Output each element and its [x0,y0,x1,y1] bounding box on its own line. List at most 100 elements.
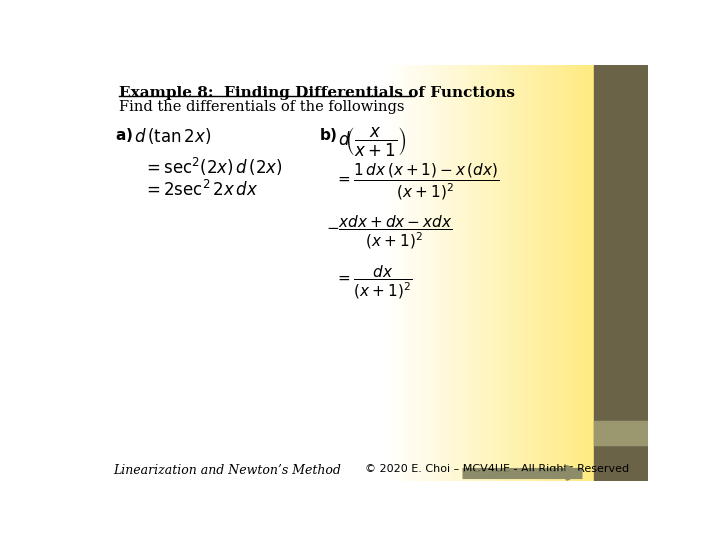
Bar [472,65,474,481]
Bar [554,65,556,481]
Bar [567,65,568,481]
Bar [514,65,516,481]
Bar [462,65,463,481]
Bar [510,65,512,481]
Bar [405,65,407,481]
Bar [536,65,537,481]
Bar [478,65,479,481]
Bar [534,65,536,481]
Bar [422,65,423,481]
Bar [559,65,560,481]
Bar [439,65,440,481]
Bar [549,65,550,481]
Bar [583,65,585,481]
Bar [398,65,400,481]
Bar [417,65,418,481]
Bar [557,65,558,481]
Bar [431,65,432,481]
Bar [469,65,470,481]
Bar [446,65,447,481]
Bar [418,65,419,481]
Bar [551,65,552,481]
Bar [536,65,538,481]
Bar [506,65,507,481]
Bar [458,65,459,481]
Bar [448,65,449,481]
Bar [524,65,525,481]
Bar [411,65,412,481]
Bar [532,65,534,481]
Bar [419,65,420,481]
Bar [577,65,578,481]
Bar [449,65,450,481]
Bar [446,65,448,481]
Bar [433,65,434,481]
Bar [527,65,528,481]
Bar [594,421,648,445]
Bar [552,65,553,481]
Bar [410,65,411,481]
Bar [480,65,481,481]
Bar [477,65,478,481]
Bar [397,65,399,481]
Bar [409,65,410,481]
Bar [470,65,472,481]
Bar [427,65,428,481]
Bar [408,65,409,481]
Bar [548,65,549,481]
Bar [489,65,490,481]
Text: $=2\sec^2 2x\,dx$: $=2\sec^2 2x\,dx$ [143,180,258,200]
Bar [541,65,543,481]
Bar [510,65,511,481]
Text: $=\sec^2\!(2x)\,d\,(2x)$: $=\sec^2\!(2x)\,d\,(2x)$ [143,156,282,178]
Text: Linearization and Newton’s Method: Linearization and Newton’s Method [113,464,341,477]
Bar [404,65,405,481]
Bar [412,65,413,481]
Bar [487,65,488,481]
Bar [495,65,497,481]
Bar [500,65,501,481]
Bar [453,65,454,481]
Bar [423,65,424,481]
Bar [395,65,396,481]
Bar [436,65,437,481]
Bar [463,65,464,481]
Bar [435,65,436,481]
Bar [452,65,454,481]
Bar [485,65,486,481]
Bar [465,65,467,481]
Bar [441,65,443,481]
Bar [559,65,561,481]
Bar [588,65,589,481]
Bar [558,65,559,481]
Bar [544,65,545,481]
Text: $\mathbf{a)}$: $\mathbf{a)}$ [114,126,132,144]
Bar [437,65,438,481]
Bar [568,65,569,481]
Bar [385,65,387,481]
Bar [533,65,534,481]
Bar [530,65,531,481]
Bar [571,65,572,481]
Bar [421,65,423,481]
Bar [557,65,559,481]
Bar [555,65,557,481]
Bar [580,65,582,481]
Bar [493,65,495,481]
Bar [415,65,416,481]
Bar [405,65,406,481]
Bar [389,65,390,481]
Bar [402,65,404,481]
Bar [573,65,574,481]
Bar [418,65,420,481]
Bar [474,65,476,481]
Bar [444,65,445,481]
Bar [503,65,504,481]
Bar [580,65,581,481]
Bar [481,65,482,481]
Bar [492,65,494,481]
Bar [490,65,491,481]
Bar [513,65,515,481]
Bar [447,65,449,481]
Bar [561,65,562,481]
